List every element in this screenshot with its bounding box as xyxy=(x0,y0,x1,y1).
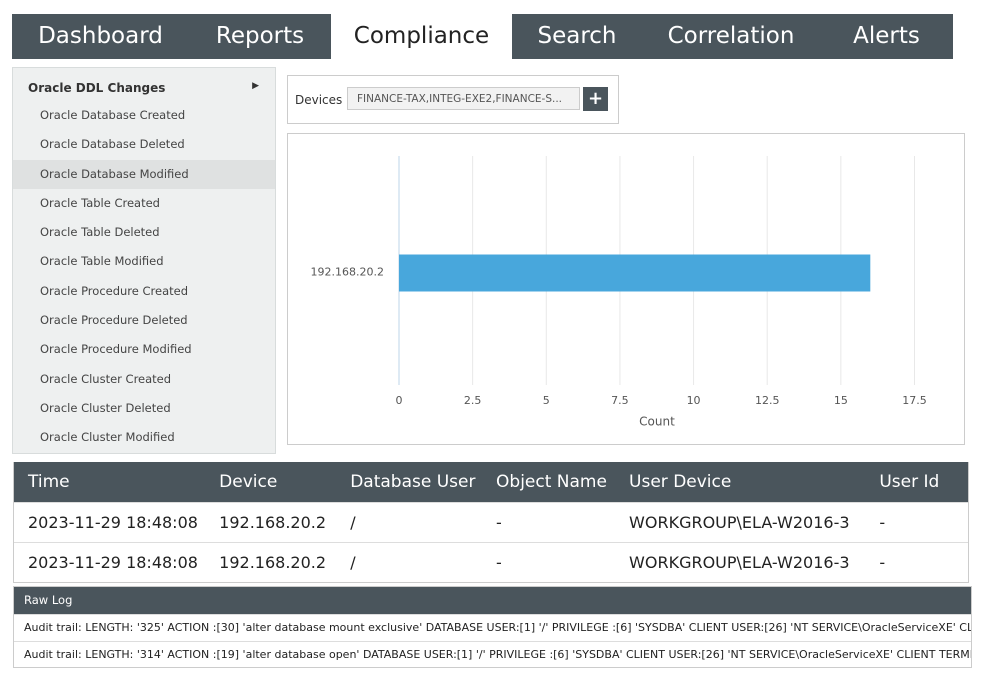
sidebar-item[interactable]: Oracle Procedure Created xyxy=(40,283,189,298)
filter-input[interactable]: FINANCE-TAX,INTEG-EXE2,FINANCE-S... xyxy=(347,87,580,110)
y-tick-label: 192.168.20.2 xyxy=(311,266,384,279)
table-cell: WORKGROUP\ELA-W2016-3 xyxy=(629,513,850,532)
arrow: ▶ xyxy=(252,81,259,91)
raw-log-line: Audit trail: LENGTH: '314' ACTION :[19] … xyxy=(14,641,971,667)
table-cell: 2023-11-29 18:48:08 xyxy=(28,513,198,532)
chart-panel: 0 2.5 5 7.5 10 12.5 15 17.5 Count 192.168.20.2 xyxy=(287,133,965,445)
raw-log-line: Audit trail: LENGTH: '325' ACTION :[30] … xyxy=(14,614,971,641)
sidebar-item[interactable]: Oracle Procedure Modified xyxy=(40,342,192,357)
x-tick-label: 10 xyxy=(687,394,701,407)
table-cell: / xyxy=(350,513,356,532)
sidebar-item[interactable]: Oracle Table Created xyxy=(40,195,160,210)
table-cell: - xyxy=(879,513,886,532)
column-header: Time xyxy=(28,472,70,492)
bar xyxy=(399,254,871,292)
column-header: Database User xyxy=(350,472,476,492)
add-button[interactable]: + xyxy=(583,87,608,111)
column-header: Object Name xyxy=(496,472,607,492)
nav-tab[interactable]: Dashboard xyxy=(38,23,163,49)
table-cell: 192.168.20.2 xyxy=(219,553,327,572)
nav-bar: Dashboard Reports Compliance Search Correlat… xyxy=(12,14,953,59)
table-cell: 192.168.20.2 xyxy=(219,513,327,532)
sidebar-item[interactable]: Oracle Table Modified xyxy=(40,254,164,269)
x-tick-label: 7.5 xyxy=(611,394,629,407)
sidebar-item[interactable]: Oracle Database Deleted xyxy=(40,137,185,152)
sidebar-item[interactable]: Oracle Table Deleted xyxy=(40,225,160,240)
sidebar-title-text: Oracle DDL Changes xyxy=(28,81,166,95)
x-tick-label: 12.5 xyxy=(755,394,780,407)
sidebar-item[interactable]: Oracle Cluster Modified xyxy=(40,430,175,445)
nav-tab[interactable]: Alerts xyxy=(853,23,920,49)
table-row[interactable]: 2023-11-29 18:48:08 192.168.20.2 / - WORKGRO… xyxy=(14,542,968,582)
sidebar-item[interactable]: Oracle Cluster Deleted xyxy=(40,400,171,415)
filter: Devices FINANCE-TAX,INTEG-EXE2,FINANCE-S… xyxy=(287,75,619,124)
x-tick-label: 0 xyxy=(396,394,403,407)
raw-log: Raw Log Audit trail: LENGTH: '325' ACTIO… xyxy=(13,586,972,668)
sidebar-item[interactable]: Oracle Procedure Deleted xyxy=(40,313,188,328)
table-header: Time Device Database User Object Name User D… xyxy=(14,462,968,502)
x-tick-label: 17.5 xyxy=(902,394,927,407)
nav-tab[interactable]: Compliance xyxy=(331,14,512,59)
x-tick-label: 2.5 xyxy=(464,394,482,407)
table-cell: / xyxy=(350,553,356,572)
nav-tab[interactable]: Correlation xyxy=(667,23,795,49)
column-header: User Id xyxy=(879,472,940,492)
nav-tab[interactable]: Reports xyxy=(215,23,305,49)
sidebar-item[interactable]: Oracle Database Created xyxy=(40,108,186,122)
column-header: Device xyxy=(219,472,278,492)
filter-label: Devices xyxy=(295,93,343,107)
x-tick-label: 5 xyxy=(543,394,550,407)
sidebar-title[interactable]: Oracle DDL Changes ▶ xyxy=(13,68,275,101)
sidebar-item[interactable]: Oracle Database Modified xyxy=(13,159,275,189)
x-tick-label: 15 xyxy=(834,394,848,407)
raw-log-title: Raw Log xyxy=(14,587,971,614)
table-cell: - xyxy=(496,553,502,572)
chart: 0 2.5 5 7.5 10 12.5 15 17.5 Count 192.168.20.2 xyxy=(311,156,927,429)
table-cell: WORKGROUP\ELA-W2016-3 xyxy=(629,553,850,572)
table-row[interactable]: 2023-11-29 18:48:08 192.168.20.2 / - WORKGRO… xyxy=(14,502,968,542)
sidebar: Oracle DDL Changes ▶ Oracle Database Crea… xyxy=(12,67,276,454)
table-cell: 2023-11-29 18:48:08 xyxy=(28,553,198,572)
sidebar-item[interactable]: Oracle Cluster Created xyxy=(40,371,172,386)
nav-tab[interactable]: Search xyxy=(537,23,617,49)
table: Time Device Database User Object Name User D… xyxy=(13,462,969,583)
column-header: User Device xyxy=(629,472,732,492)
table-cell: - xyxy=(496,513,502,532)
table-cell: - xyxy=(879,553,886,572)
x-axis-label: Count xyxy=(639,415,675,429)
